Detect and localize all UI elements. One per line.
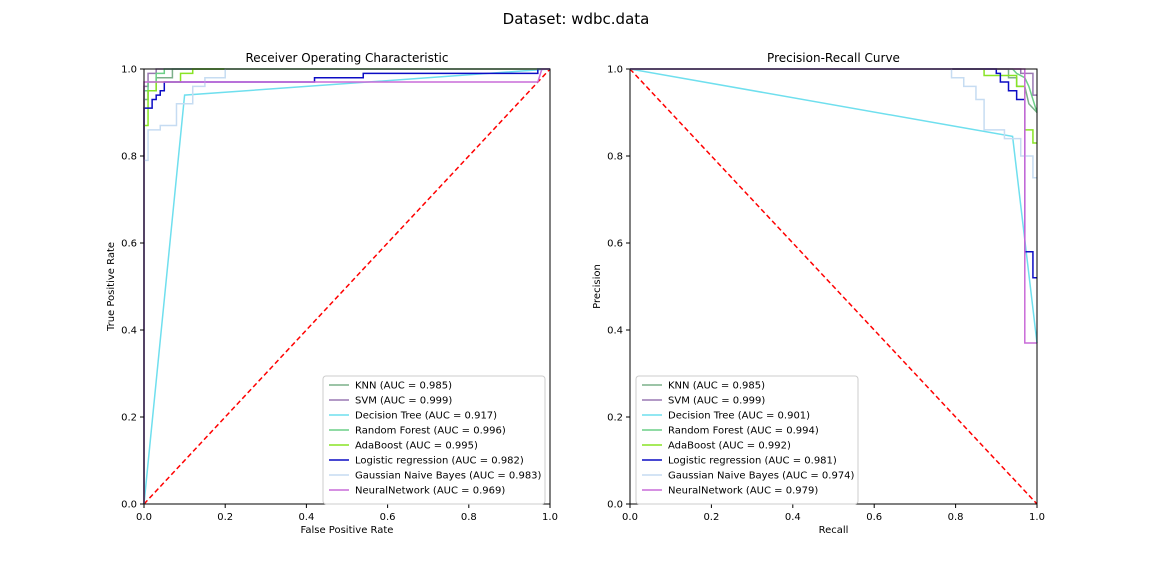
- pr-legend: KNN (AUC = 0.985) SVM (AUC = 0.999) Decisi…: [635, 375, 859, 505]
- pr-series-line-7: [630, 68, 1037, 344]
- roc-series-line-6: [143, 68, 550, 504]
- pr-legend-box: [635, 375, 859, 505]
- roc-legend-label-4: AdaBoost (AUC = 0.995): [355, 441, 478, 452]
- pr-panel: Precision-Recall Curve 0.0 0.2 0.4 0.6 0.8 1.0…: [592, 51, 1045, 536]
- roc-ytick-label: 0.4: [121, 326, 137, 337]
- roc-xtick-label: 0.8: [461, 512, 477, 523]
- roc-series-line-5: [143, 68, 550, 504]
- pr-ytick-label: 0.2: [607, 413, 623, 424]
- pr-title: Precision-Recall Curve: [767, 51, 900, 65]
- roc-xtick-label: 0.0: [136, 512, 152, 523]
- pr-legend-label-0: KNN (AUC = 0.985): [668, 381, 765, 392]
- roc-title: Receiver Operating Characteristic: [245, 51, 448, 65]
- pr-ytick-label: 0.0: [607, 500, 623, 511]
- pr-legend-label-7: NeuralNetwork (AUC = 0.979): [668, 486, 818, 497]
- pr-ytick-label: 0.4: [607, 326, 623, 337]
- pr-xlabel: Recall: [819, 525, 849, 536]
- pr-ylabel: Precision: [592, 264, 603, 309]
- roc-baseline: [143, 68, 551, 505]
- roc-ytick-label: 0.8: [121, 152, 137, 163]
- pr-legend-label-2: Decision Tree (AUC = 0.901): [668, 411, 810, 422]
- roc-legend-label-7: NeuralNetwork (AUC = 0.969): [355, 486, 505, 497]
- roc-legend-label-3: Random Forest (AUC = 0.996): [355, 426, 506, 437]
- pr-legend-label-5: Logistic regression (AUC = 0.981): [668, 456, 837, 467]
- roc-legend-label-1: SVM (AUC = 0.999): [355, 396, 452, 407]
- pr-xtick-label: 0.6: [866, 512, 882, 523]
- pr-ytick-label: 0.8: [607, 152, 623, 163]
- roc-xlabel: False Positive Rate: [301, 525, 394, 536]
- pr-xtick-label: 0.2: [703, 512, 719, 523]
- roc-legend-label-0: KNN (AUC = 0.985): [355, 381, 452, 392]
- pr-ytick-label: 1.0: [607, 65, 623, 76]
- roc-ytick-label: 0.0: [121, 500, 137, 511]
- pr-xtick-label: 0.8: [948, 512, 964, 523]
- roc-ytick-label: 0.2: [121, 413, 137, 424]
- roc-legend-box: [322, 375, 546, 505]
- roc-legend-label-5: Logistic regression (AUC = 0.982): [355, 456, 524, 467]
- roc-legend: KNN (AUC = 0.985) SVM (AUC = 0.999) Decisi…: [322, 375, 546, 505]
- pr-legend-label-1: SVM (AUC = 0.999): [668, 396, 765, 407]
- figure-suptitle: Dataset: wdbc.data: [503, 10, 650, 28]
- roc-ytick-label: 0.6: [121, 239, 137, 250]
- pr-series-line-4: [630, 68, 1037, 144]
- pr-xtick-label: 0.4: [785, 512, 801, 523]
- roc-legend-label-2: Decision Tree (AUC = 0.917): [355, 411, 497, 422]
- roc-xtick-label: 0.4: [298, 512, 314, 523]
- roc-ylabel: True Positive Rate: [106, 242, 117, 332]
- pr-legend-label-6: Gaussian Naive Bayes (AUC = 0.974): [668, 471, 855, 482]
- roc-xtick-label: 1.0: [542, 512, 558, 523]
- roc-series-line-2: [143, 68, 551, 505]
- pr-series-line-6: [630, 68, 1037, 179]
- roc-xtick-label: 0.2: [217, 512, 233, 523]
- roc-ytick-label: 1.0: [121, 65, 137, 76]
- pr-baseline: [629, 68, 1038, 505]
- roc-xtick-label: 0.6: [380, 512, 396, 523]
- roc-panel: Receiver Operating Characteristic 0.0 0.2 0…: [106, 51, 558, 536]
- pr-ytick-label: 0.6: [607, 239, 623, 250]
- pr-xtick-label: 1.0: [1029, 512, 1045, 523]
- pr-series-line-5: [630, 68, 1037, 279]
- roc-legend-label-6: Gaussian Naive Bayes (AUC = 0.983): [355, 471, 542, 482]
- pr-legend-label-4: AdaBoost (AUC = 0.992): [668, 441, 791, 452]
- pr-legend-label-3: Random Forest (AUC = 0.994): [668, 426, 819, 437]
- pr-xtick-label: 0.0: [622, 512, 638, 523]
- pr-series-line-2: [629, 68, 1038, 344]
